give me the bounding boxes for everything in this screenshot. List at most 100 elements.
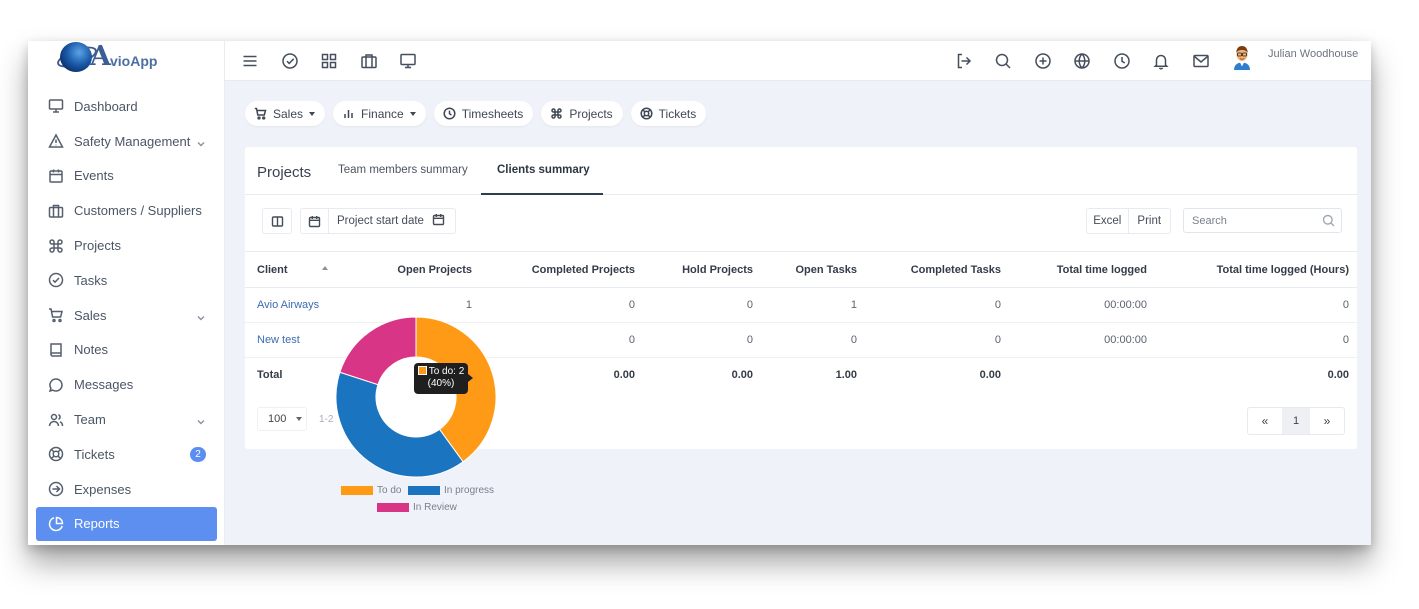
- active-tab-indicator: [481, 193, 603, 195]
- plus-circle-icon[interactable]: [1034, 52, 1052, 70]
- monitor-icon[interactable]: [399, 52, 417, 70]
- client-link[interactable]: New test: [257, 334, 300, 346]
- briefcase-icon[interactable]: [360, 52, 378, 70]
- monitor-icon: [48, 98, 64, 114]
- sidebar-item-sales[interactable]: Sales: [28, 298, 225, 333]
- sidebar-item-tasks[interactable]: Tasks: [28, 263, 225, 298]
- bell-icon[interactable]: [1152, 52, 1170, 70]
- tab-team-members-summary[interactable]: Team members summary: [338, 164, 468, 176]
- caret-down-icon: [309, 111, 316, 116]
- excel-button[interactable]: Excel: [1087, 209, 1129, 233]
- chevron-down-icon: [197, 136, 205, 147]
- clock-icon[interactable]: [1113, 52, 1131, 70]
- user-name[interactable]: Julian Woodhouse: [1268, 48, 1359, 60]
- table-total-row: Total 0.00 0.00 1.00 0.00 0.00: [257, 369, 1349, 382]
- donut-slice-in-review[interactable]: [339, 316, 417, 386]
- grid-icon[interactable]: [320, 52, 338, 70]
- tooltip-swatch: [417, 366, 427, 375]
- sidebar-item-tickets[interactable]: Tickets 2: [28, 437, 225, 472]
- calendar-icon: [48, 168, 64, 184]
- command-icon: [551, 108, 563, 119]
- caret-down-icon: [296, 417, 303, 421]
- filter-sales-dropdown[interactable]: Sales: [245, 101, 326, 126]
- sidebar-item-safety-management[interactable]: Safety Management: [28, 124, 225, 159]
- sidebar-item-events[interactable]: Events: [28, 159, 225, 194]
- next-page-button[interactable]: »: [1323, 414, 1331, 428]
- globe-icon[interactable]: [1073, 52, 1091, 70]
- users-icon: [48, 412, 64, 428]
- pagination: « 1 »: [1247, 407, 1345, 435]
- card-title: Projects: [257, 164, 312, 181]
- search-input[interactable]: [1184, 209, 1314, 232]
- calendar-picker-icon[interactable]: [432, 213, 445, 229]
- table-header-row: Client Open Projects Completed Projects …: [245, 251, 1357, 288]
- column-header-client[interactable]: Client: [245, 251, 363, 288]
- logout-icon[interactable]: [955, 52, 973, 70]
- legend-swatch: [341, 486, 373, 495]
- column-header-completed-tasks[interactable]: Completed Tasks: [865, 251, 1009, 288]
- lifebuoy-icon: [48, 446, 64, 462]
- chevron-down-icon: [197, 310, 205, 321]
- sort-asc-icon: [321, 265, 328, 270]
- column-header-hold-projects[interactable]: Hold Projects: [643, 251, 761, 288]
- sidebar-item-projects[interactable]: Projects: [28, 228, 225, 263]
- sidebar-item-notes[interactable]: Notes: [28, 333, 225, 368]
- check-circle-icon[interactable]: [281, 52, 299, 70]
- tab-clients-summary[interactable]: Clients summary: [497, 164, 590, 176]
- calendar-icon: [301, 209, 329, 233]
- legend-swatch: [408, 486, 440, 495]
- column-toggle-button[interactable]: [262, 208, 292, 234]
- project-start-date-filter[interactable]: Project start date: [300, 208, 456, 234]
- cart-icon: [254, 107, 267, 120]
- column-header-open-projects[interactable]: Open Projects: [363, 251, 480, 288]
- filter-finance-dropdown[interactable]: Finance: [333, 101, 426, 126]
- pagination-range: 1-2: [319, 414, 334, 425]
- client-link[interactable]: Avio Airways: [257, 299, 320, 311]
- warning-icon: [48, 133, 64, 149]
- sidebar-item-team[interactable]: Team: [28, 402, 225, 437]
- report-filter-bar: Sales Finance Timesheets Projects Ticket…: [245, 101, 707, 126]
- bar-chart-icon: [344, 110, 353, 118]
- tickets-count-badge: 2: [190, 446, 206, 462]
- column-header-total-time-logged[interactable]: Total time logged: [1009, 251, 1155, 288]
- filter-tickets[interactable]: Tickets: [630, 101, 707, 126]
- app-logo[interactable]: A vioApp: [54, 41, 220, 73]
- avatar[interactable]: [1231, 44, 1253, 70]
- previous-page-button[interactable]: «: [1261, 414, 1269, 428]
- sidebar-item-messages[interactable]: Messages: [28, 367, 225, 402]
- sidebar-item-dashboard[interactable]: Dashboard: [28, 89, 225, 124]
- filter-timesheets[interactable]: Timesheets: [433, 101, 534, 126]
- globe-icon: [60, 42, 92, 72]
- page-button-current[interactable]: 1: [1282, 408, 1310, 434]
- legend-item-in-progress[interactable]: In progress: [408, 485, 494, 496]
- chevron-down-icon: [197, 414, 205, 425]
- search-icon: [1322, 214, 1335, 227]
- top-header: Julian Woodhouse: [225, 41, 1371, 81]
- arrow-circle-icon: [48, 481, 64, 497]
- legend-item-in-review[interactable]: In Review: [377, 502, 457, 513]
- column-header-completed-projects[interactable]: Completed Projects: [480, 251, 643, 288]
- page-size-select[interactable]: 100: [257, 407, 307, 431]
- column-header-open-tasks[interactable]: Open Tasks: [761, 251, 865, 288]
- filter-projects[interactable]: Projects: [541, 101, 623, 126]
- donut-slice-in-progress[interactable]: [335, 371, 464, 478]
- search-icon[interactable]: [994, 52, 1012, 70]
- legend-item-to-do[interactable]: To do: [341, 485, 401, 496]
- sidebar: A vioApp Dashboard Safety Management Eve…: [28, 41, 225, 545]
- table-row: New test 0 0 0 0 00:00:00 0: [245, 322, 1357, 358]
- sidebar-item-reports[interactable]: Reports: [36, 506, 217, 542]
- pie-chart-icon: [48, 516, 64, 532]
- menu-icon[interactable]: [241, 52, 259, 70]
- search-box: [1183, 208, 1342, 233]
- print-button[interactable]: Print: [1137, 215, 1162, 227]
- lifebuoy-icon: [640, 107, 653, 120]
- mail-icon[interactable]: [1192, 52, 1210, 70]
- projects-report-card: Projects Team members summary Clients su…: [245, 147, 1357, 449]
- sidebar-item-expenses[interactable]: Expenses: [28, 472, 225, 507]
- column-header-total-time-logged-hours[interactable]: Total time logged (Hours): [1155, 251, 1357, 288]
- check-circle-icon: [48, 272, 64, 288]
- caret-down-icon: [409, 111, 416, 116]
- columns-icon: [271, 215, 283, 227]
- clock-icon: [443, 107, 456, 120]
- sidebar-item-customers-suppliers[interactable]: Customers / Suppliers: [28, 193, 225, 228]
